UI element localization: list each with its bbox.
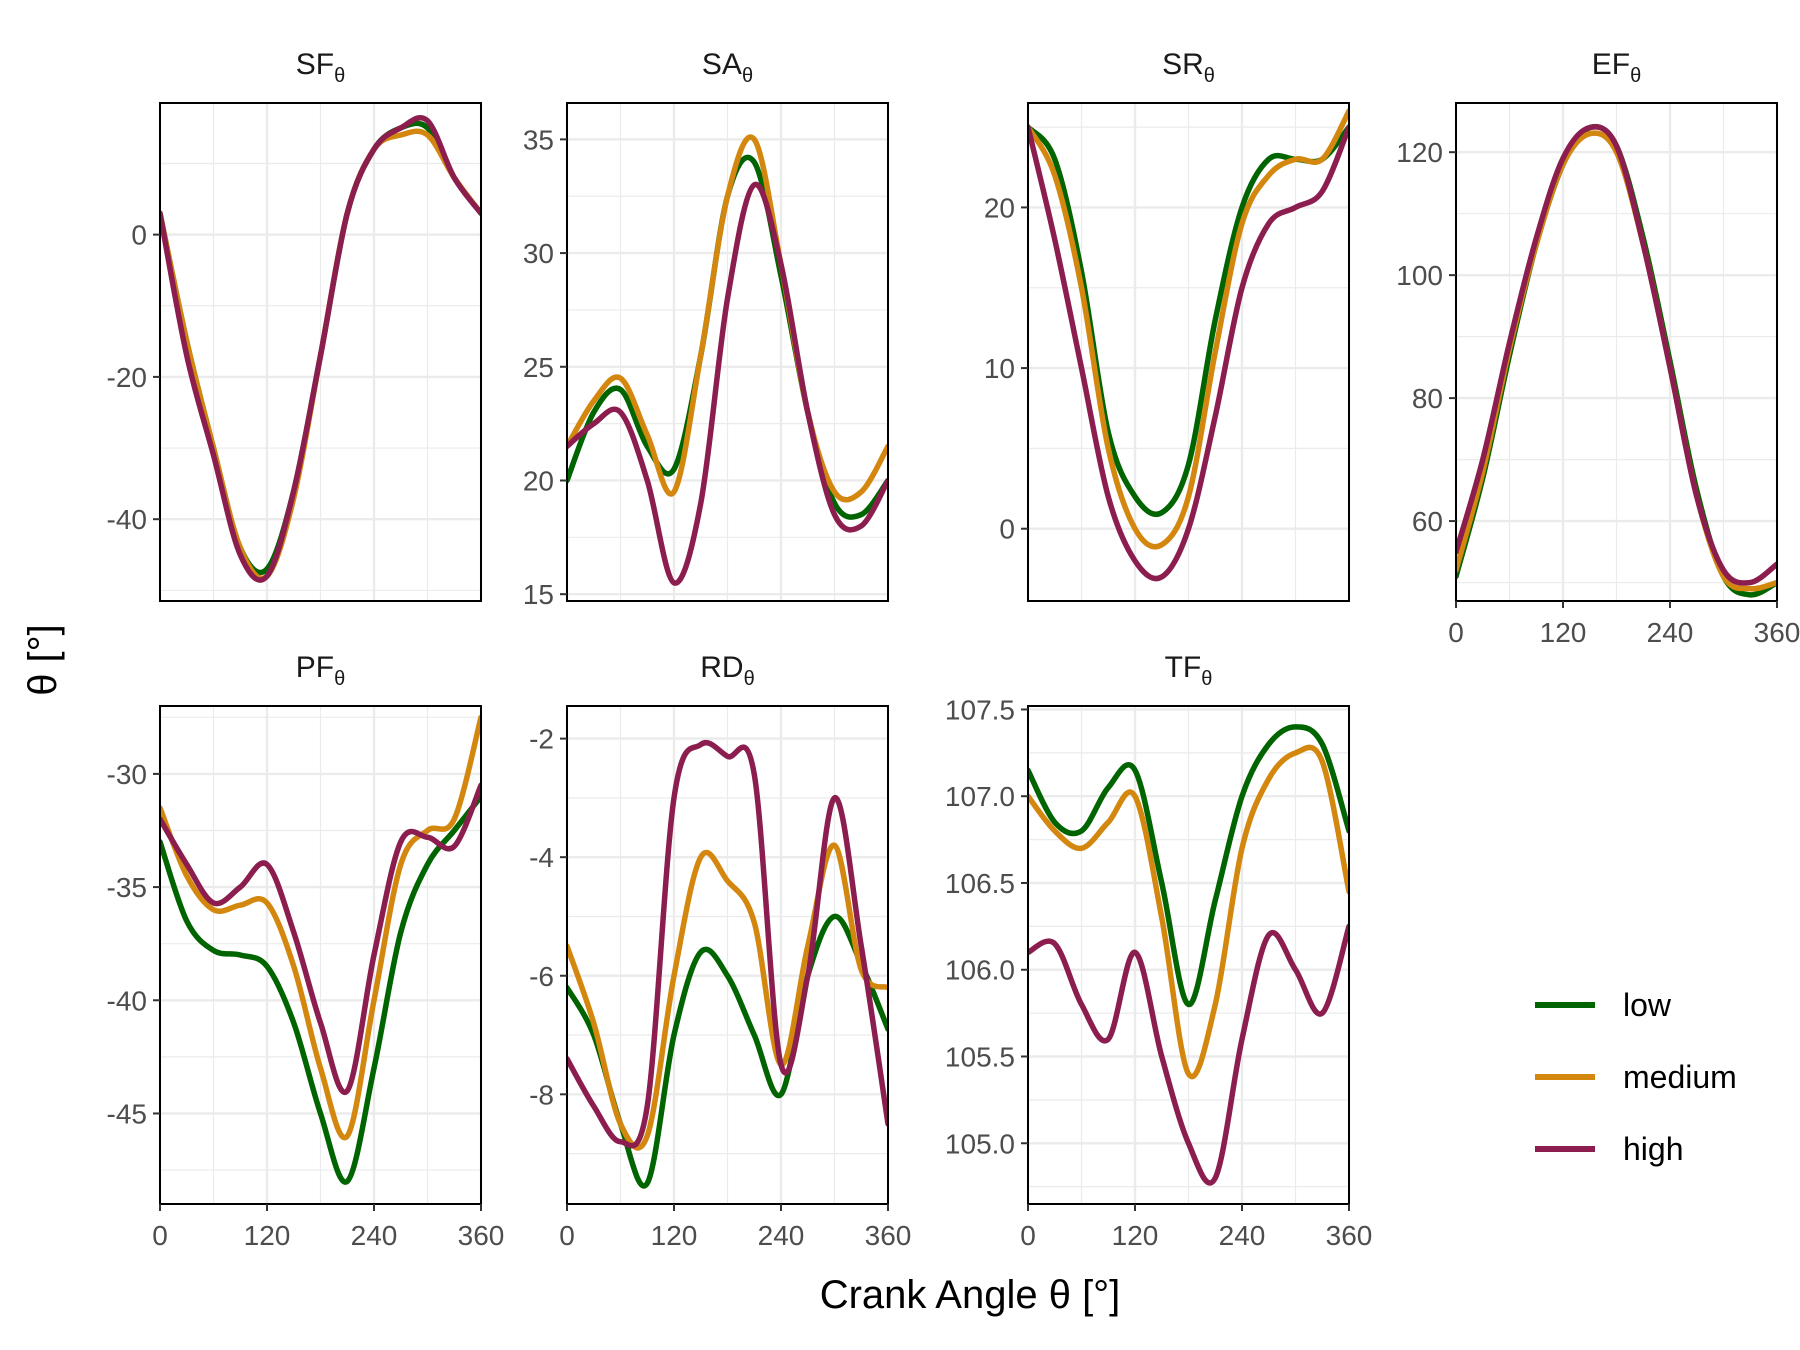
y-tick-label: 100 bbox=[1396, 260, 1443, 291]
panel-title: SAθ bbox=[702, 48, 753, 87]
legend-label-high: high bbox=[1623, 1131, 1684, 1167]
series-line-low bbox=[1028, 724, 1349, 1008]
y-tick-label: 25 bbox=[523, 352, 554, 383]
y-tick-label: 106.5 bbox=[945, 868, 1015, 899]
series-line-high bbox=[160, 115, 481, 583]
panel-title: EFθ bbox=[1592, 48, 1641, 87]
x-tick-label: 360 bbox=[1754, 617, 1800, 648]
facet-panels: -40-200SFθ1520253035SAθ01020SRθ608010012… bbox=[107, 48, 1800, 1251]
legend: low medium high bbox=[1535, 987, 1737, 1167]
x-tick-label: 0 bbox=[1448, 617, 1464, 648]
series-lines bbox=[1028, 108, 1349, 582]
y-tick-label: 0 bbox=[131, 220, 147, 251]
series-lines bbox=[160, 714, 481, 1185]
y-tick-label: 80 bbox=[1412, 383, 1443, 414]
panel-ef: 60 80 100 120 0 120 240 360 EFθ bbox=[1396, 48, 1800, 648]
series-lines bbox=[160, 115, 481, 583]
panel-title: RDθ bbox=[700, 651, 754, 690]
y-tick-label: 35 bbox=[523, 124, 554, 155]
y-tick-label: -6 bbox=[529, 961, 554, 992]
panel-sr: 0 10 20 SRθ bbox=[984, 48, 1351, 602]
y-tick-label: -20 bbox=[107, 362, 147, 393]
y-tick-label: 107.5 bbox=[945, 694, 1015, 725]
x-tick-label: 240 bbox=[1219, 1220, 1266, 1251]
x-tick-label: 120 bbox=[1112, 1220, 1159, 1251]
panel-border bbox=[159, 102, 482, 602]
panel-tf: 105.0 105.5 106.0 106.5 107.0 107.5 0 120 240 360… bbox=[945, 651, 1372, 1251]
x-tick-label: 120 bbox=[1540, 617, 1587, 648]
y-tick-label: -4 bbox=[529, 842, 554, 873]
panel-title: SFθ bbox=[296, 48, 345, 87]
y-tick-label: 120 bbox=[1396, 137, 1443, 168]
legend-label-low: low bbox=[1623, 987, 1672, 1023]
x-tick-label: 360 bbox=[458, 1220, 505, 1251]
x-tick-label: 0 bbox=[152, 1220, 168, 1251]
series-lines bbox=[567, 134, 888, 586]
series-line-medium bbox=[1028, 108, 1349, 550]
x-tick-label: 360 bbox=[1326, 1220, 1373, 1251]
x-tick-label: 0 bbox=[559, 1220, 575, 1251]
series-line-high bbox=[1028, 923, 1349, 1186]
panel-pf: -45 -40 -35 -30 0 120 240 360 PFθ bbox=[107, 651, 505, 1251]
y-tick-label: 107.0 bbox=[945, 781, 1015, 812]
x-tick-label: 120 bbox=[651, 1220, 698, 1251]
y-tick-label: -30 bbox=[107, 759, 147, 790]
x-axis-title: Crank Angle θ [°] bbox=[820, 1273, 1121, 1317]
series-lines bbox=[567, 740, 888, 1189]
series-line-low bbox=[160, 793, 481, 1185]
y-tick-label: -2 bbox=[529, 724, 554, 755]
y-tick-label: -35 bbox=[107, 872, 147, 903]
panel-sf: -40 -20 0 SFθ bbox=[107, 48, 483, 602]
y-tick-label: 60 bbox=[1412, 506, 1443, 537]
series-line-medium bbox=[567, 842, 888, 1151]
x-tick-label: 240 bbox=[758, 1220, 805, 1251]
series-line-medium bbox=[160, 714, 481, 1141]
panel-title: SRθ bbox=[1162, 48, 1215, 87]
panel-border bbox=[566, 102, 889, 602]
x-tick-label: 240 bbox=[351, 1220, 398, 1251]
panel-border bbox=[1027, 705, 1350, 1205]
panel-border bbox=[159, 705, 482, 1205]
series-lines bbox=[1028, 724, 1349, 1186]
x-tick-label: 360 bbox=[865, 1220, 912, 1251]
series-line-high bbox=[567, 740, 888, 1149]
y-tick-label: -40 bbox=[107, 985, 147, 1016]
y-tick-label: 20 bbox=[523, 465, 554, 496]
legend-label-medium: medium bbox=[1623, 1059, 1737, 1095]
panel-border bbox=[1027, 102, 1350, 602]
panel-title: TFθ bbox=[1165, 651, 1213, 690]
panel-rd: -8 -6 -4 -2 0 120 240 360 RDθ bbox=[529, 651, 911, 1251]
y-tick-label: -8 bbox=[529, 1079, 554, 1110]
panel-border bbox=[1455, 102, 1778, 602]
y-axis-title: θ [°] bbox=[21, 624, 65, 696]
series-line-high bbox=[567, 181, 888, 586]
series-line-low bbox=[1028, 124, 1349, 518]
series-line-medium bbox=[567, 134, 888, 503]
y-tick-label: 15 bbox=[523, 579, 554, 610]
y-tick-label: -40 bbox=[107, 504, 147, 535]
x-tick-label: 240 bbox=[1647, 617, 1694, 648]
series-line-high bbox=[1028, 124, 1349, 582]
panel-border bbox=[566, 705, 889, 1205]
x-tick-label: 0 bbox=[1020, 1220, 1036, 1251]
y-tick-label: 10 bbox=[984, 353, 1015, 384]
panel-sa: 15 20 25 30 35 SAθ bbox=[523, 48, 890, 610]
y-tick-label: 105.5 bbox=[945, 1042, 1015, 1073]
y-tick-label: 30 bbox=[523, 238, 554, 269]
x-tick-label: 120 bbox=[244, 1220, 291, 1251]
series-lines bbox=[1456, 123, 1777, 598]
y-tick-label: 0 bbox=[999, 514, 1015, 545]
series-line-high bbox=[160, 782, 481, 1096]
series-line-high bbox=[1456, 124, 1777, 586]
panel-title: PFθ bbox=[296, 651, 345, 690]
series-line-medium bbox=[1028, 744, 1349, 1080]
y-tick-label: -45 bbox=[107, 1098, 147, 1129]
y-tick-label: 105.0 bbox=[945, 1128, 1015, 1159]
y-tick-label: 106.0 bbox=[945, 955, 1015, 986]
y-tick-label: 20 bbox=[984, 192, 1015, 223]
